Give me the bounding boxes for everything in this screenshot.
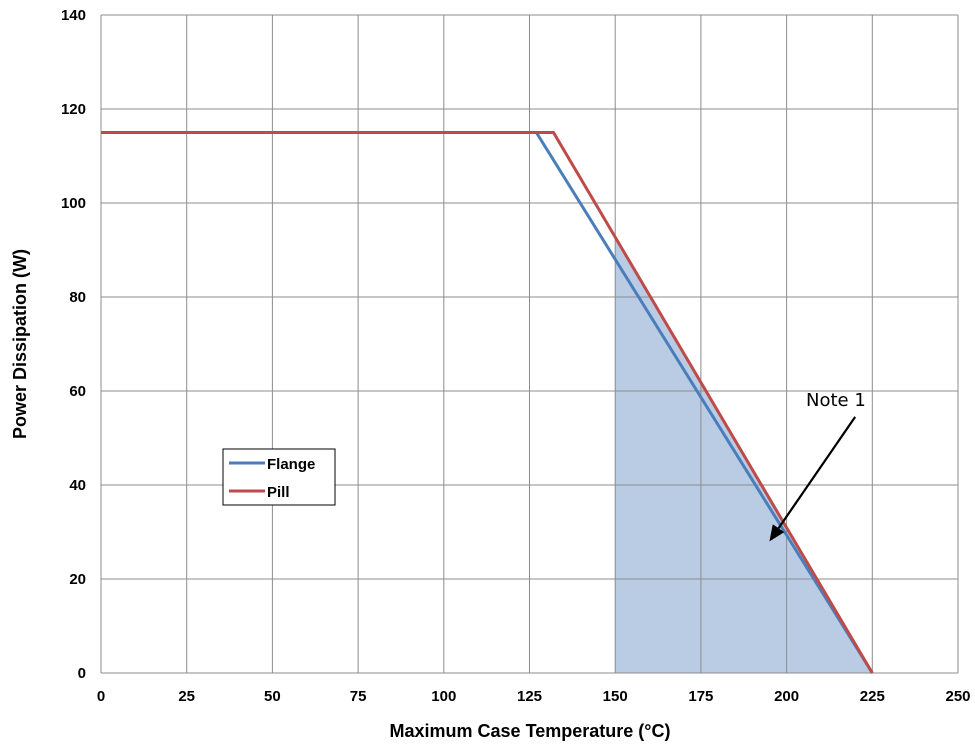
gridlines bbox=[100, 14, 959, 674]
x-tick-label: 75 bbox=[350, 688, 367, 705]
legend: Flange Pill bbox=[222, 448, 336, 506]
x-tick-label: 25 bbox=[178, 688, 195, 705]
x-tick-label: 225 bbox=[860, 688, 885, 705]
x-axis-title: Maximum Case Temperature (°C) bbox=[390, 721, 671, 741]
y-tick-label: 100 bbox=[61, 195, 86, 212]
x-tick-label: 125 bbox=[517, 688, 542, 705]
x-tick-label: 0 bbox=[97, 688, 105, 705]
y-tick-label: 80 bbox=[69, 289, 86, 306]
annotation-arrow bbox=[777, 416, 857, 529]
y-axis-title: Power Dissipation (W) bbox=[10, 249, 30, 439]
y-tick-label: 60 bbox=[69, 383, 86, 400]
x-tick-labels: 0 25 50 75 100 125 150 175 200 225 250 bbox=[97, 688, 971, 705]
y-tick-label: 140 bbox=[61, 7, 86, 24]
y-tick-label: 120 bbox=[61, 101, 86, 118]
annotation-note: Note 1 bbox=[806, 390, 866, 411]
x-tick-label: 100 bbox=[431, 688, 456, 705]
legend-label-pill: Pill bbox=[267, 484, 290, 501]
x-tick-label: 50 bbox=[264, 688, 281, 705]
y-tick-labels: 0 20 40 60 80 100 120 140 bbox=[61, 7, 86, 682]
y-tick-label: 0 bbox=[78, 665, 86, 682]
x-tick-label: 150 bbox=[603, 688, 628, 705]
series-lines bbox=[101, 131, 874, 674]
y-tick-label: 20 bbox=[69, 571, 86, 588]
annotation-arrowhead bbox=[769, 524, 785, 542]
legend-label-flange: Flange bbox=[267, 456, 315, 473]
legend-box bbox=[222, 448, 336, 506]
x-tick-label: 250 bbox=[945, 688, 970, 705]
x-tick-label: 200 bbox=[774, 688, 799, 705]
series-line-pill bbox=[101, 131, 874, 674]
y-tick-label: 40 bbox=[69, 477, 86, 494]
x-tick-label: 175 bbox=[688, 688, 713, 705]
